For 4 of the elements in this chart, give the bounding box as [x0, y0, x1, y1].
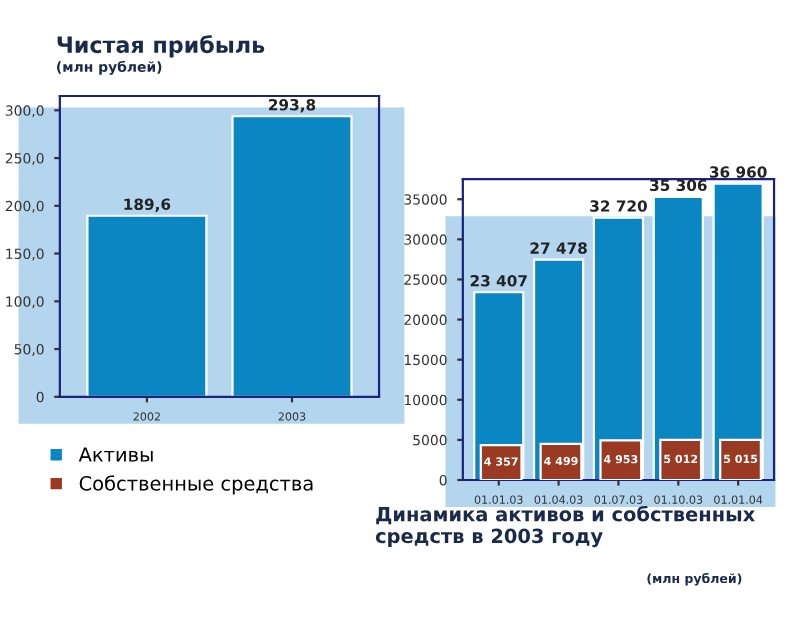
legend-label: Собственные средства — [79, 475, 313, 495]
legend-label: Активы — [78, 447, 153, 462]
text: Динамика активов и собственных средств в 2003 году — [375, 505, 755, 548]
chart-title: Чистая прибыль — [57, 35, 265, 58]
